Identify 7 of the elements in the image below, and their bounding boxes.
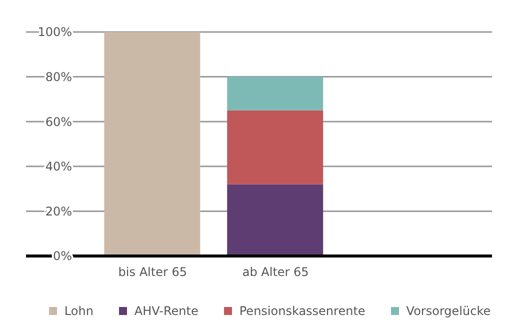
legend-label: AHV-Rente	[134, 304, 198, 318]
legend-label: Vorsorgelücke	[406, 304, 491, 318]
y-tick-label: 0%	[52, 249, 72, 264]
legend-label: Pensionskassenrente	[239, 304, 366, 318]
legend-label: Lohn	[64, 304, 94, 318]
x-tick-label: ab Alter 65	[242, 265, 309, 279]
x-tick-label: bis Alter 65	[118, 265, 187, 279]
